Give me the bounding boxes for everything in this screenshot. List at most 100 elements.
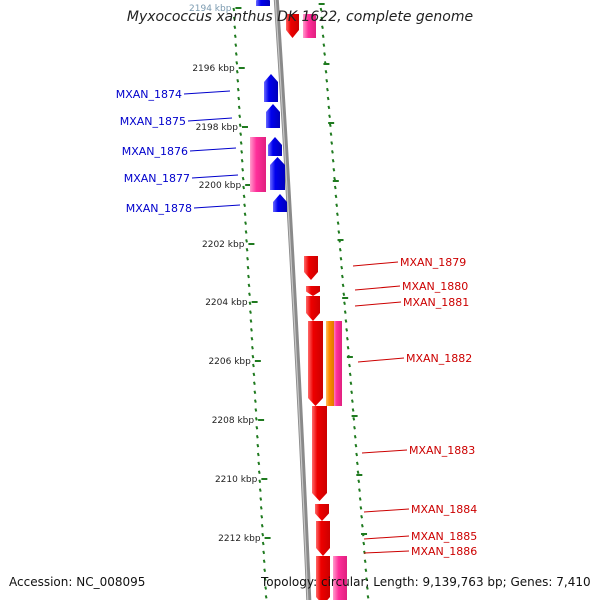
gene-arrow-reverse	[264, 74, 278, 102]
minor-tick	[345, 328, 349, 332]
minor-tick	[341, 283, 345, 288]
minor-tick	[339, 256, 343, 261]
minor-tick	[353, 434, 357, 439]
minor-tick	[335, 203, 339, 208]
minor-tick	[233, 25, 237, 30]
backbone-line	[273, 0, 312, 604]
label-leader-line	[363, 508, 410, 513]
minor-tick	[241, 176, 245, 181]
minor-tick	[263, 568, 267, 572]
minor-tick	[243, 212, 247, 216]
gene-label: MXAN_1877	[124, 172, 190, 185]
minor-tick	[358, 497, 362, 501]
minor-tick	[252, 363, 255, 368]
label-leader-line	[191, 174, 239, 179]
tick-label: 2196 kbp	[192, 64, 235, 74]
gene-label: MXAN_1874	[116, 88, 182, 101]
gene-arrow-reverse	[268, 137, 282, 156]
minor-tick	[245, 248, 249, 252]
tick-label: 2200 kbp	[199, 181, 242, 191]
minor-tick	[258, 479, 262, 483]
feature-strip	[326, 321, 334, 406]
minor-tick	[260, 523, 264, 528]
minor-tick	[348, 363, 351, 368]
minor-tick	[334, 194, 338, 199]
gene-arrow-forward	[315, 504, 329, 521]
minor-tick	[251, 345, 254, 350]
minor-tick	[365, 586, 369, 590]
minor-tick	[262, 559, 266, 564]
minor-tick	[357, 479, 361, 483]
gene-label: MXAN_1886	[411, 545, 477, 558]
gene-arrow-forward	[286, 14, 299, 38]
minor-tick	[235, 70, 239, 74]
tick-label: 2198 kbp	[196, 123, 239, 133]
minor-tick	[319, 7, 323, 12]
minor-tick	[353, 426, 356, 430]
gene-arrow-reverse	[266, 104, 280, 128]
gene-arrow-forward	[308, 321, 323, 406]
minor-tick	[356, 470, 360, 475]
minor-tick	[350, 390, 354, 394]
minor-tick	[245, 239, 248, 243]
minor-tick	[242, 185, 245, 190]
feature-strip	[333, 321, 342, 406]
minor-tick	[328, 114, 331, 119]
minor-tick	[235, 61, 239, 65]
minor-tick	[236, 87, 240, 92]
minor-tick	[363, 559, 367, 564]
gene-arrow-reverse	[273, 194, 287, 212]
minor-tick	[333, 176, 336, 181]
minor-tick	[238, 114, 242, 119]
minor-tick	[336, 221, 340, 225]
minor-tick	[251, 354, 255, 359]
tick-label: 2204 kbp	[205, 298, 248, 308]
label-leader-line	[357, 357, 405, 363]
gene-labels: MXAN_1874 MXAN_1875 MXAN_1876 MXAN_1877 MXAN…	[116, 88, 478, 558]
gene-arrow-reverse	[270, 157, 285, 190]
minor-tick	[323, 52, 326, 56]
gene-label: MXAN_1884	[411, 503, 477, 516]
feature-strip	[250, 137, 266, 192]
minor-tick	[236, 78, 240, 83]
minor-tick	[342, 292, 346, 297]
minor-tick	[321, 34, 325, 38]
gene-label: MXAN_1878	[126, 202, 192, 215]
feature-track	[250, 14, 347, 604]
minor-tick	[261, 541, 265, 546]
minor-tick	[259, 506, 263, 510]
backbone-highlight	[274, 0, 309, 604]
minor-tick	[364, 568, 368, 572]
topology-text: Topology: circular; Length: 9,139,763 bp…	[261, 575, 591, 589]
minor-tick	[242, 194, 246, 199]
feature-strip	[303, 14, 316, 38]
minor-tick	[360, 515, 363, 519]
tick-label: 2202 kbp	[202, 240, 245, 250]
gene-label: MXAN_1881	[403, 296, 469, 309]
accession-text: Accession: NC_008095	[9, 575, 146, 589]
tick-label: 2212 kbp	[218, 534, 261, 544]
minor-tick	[343, 310, 347, 314]
minor-tick	[247, 274, 250, 279]
minor-tick	[253, 390, 257, 394]
minor-tick	[234, 43, 238, 47]
label-leader-line	[361, 449, 408, 454]
minor-tick	[359, 506, 363, 510]
minor-tick	[252, 372, 256, 377]
gene-arrow-reverse	[256, 0, 270, 6]
minor-tick	[259, 497, 263, 501]
minor-tick	[263, 577, 267, 581]
minor-tick	[333, 185, 337, 190]
minor-tick	[340, 265, 344, 270]
minor-tick	[248, 301, 252, 305]
minor-tick	[234, 52, 238, 56]
minor-tick	[237, 96, 241, 101]
minor-tick	[260, 515, 264, 519]
minor-tick	[324, 70, 328, 74]
minor-tick	[355, 452, 359, 457]
minor-tick	[358, 488, 361, 492]
minor-tick	[264, 595, 268, 599]
gene-label: MXAN_1880	[402, 280, 468, 293]
gene-arrow-forward	[316, 521, 330, 556]
gene-arrow-forward	[312, 406, 327, 501]
